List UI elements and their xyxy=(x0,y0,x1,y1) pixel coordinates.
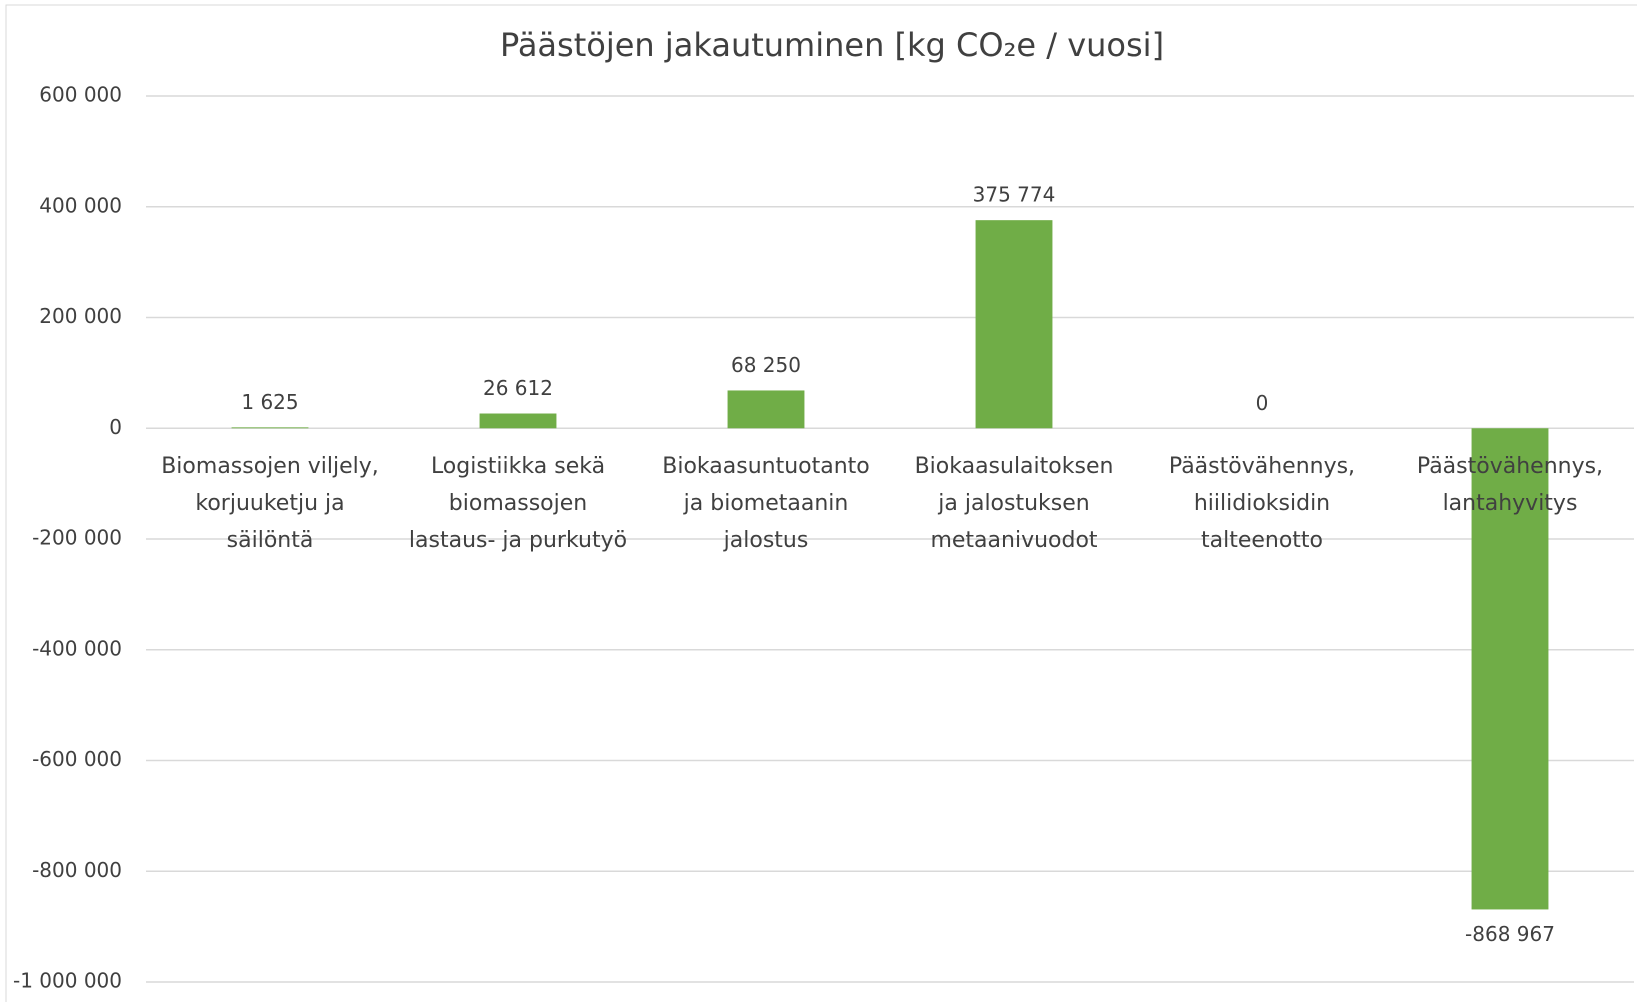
y-tick-label: 600 000 xyxy=(39,83,122,107)
x-tick-label-box: Biokaasulaitoksen ja jalostuksen metaani… xyxy=(914,454,1114,554)
data-label: 375 774 xyxy=(973,183,1056,207)
data-label: 26 612 xyxy=(483,376,553,400)
x-tick-label-box: Biomassojen viljely, korjuuketju ja säil… xyxy=(161,454,379,554)
chart-title: Päästöjen jakautuminen [kg CO₂e / vuosi] xyxy=(500,26,1164,64)
data-label: -868 967 xyxy=(1465,922,1555,946)
bar xyxy=(975,220,1053,429)
y-tick-label: 400 000 xyxy=(39,193,122,217)
x-tick-label: Biokaasulaitoksen ja jalostuksen metaani… xyxy=(914,454,1114,554)
y-tick-label: -600 000 xyxy=(32,747,122,771)
x-tick-label: Päästövähennys, lantahyvitys xyxy=(1416,454,1604,517)
x-tick-label-box: Päästövähennys, hiilidioksidin talteenot… xyxy=(1168,454,1356,554)
y-tick-label: -1 000 000 xyxy=(13,969,122,993)
bar xyxy=(479,413,557,429)
y-tick-label: 0 xyxy=(109,415,122,439)
data-label: 0 xyxy=(1256,391,1269,415)
x-tick-label: Logistiikka sekä biomassojen lastaus- ja… xyxy=(408,454,628,554)
x-tick-label-box: Biokaasuntuotanto ja biometaanin jalostu… xyxy=(662,454,870,554)
x-tick-label: Päästövähennys, hiilidioksidin talteenot… xyxy=(1168,454,1356,554)
x-tick-label-box: Päästövähennys, lantahyvitys xyxy=(1416,454,1604,517)
y-tick-label: -400 000 xyxy=(32,636,122,660)
y-tick-label: -200 000 xyxy=(32,526,122,550)
x-tick-label-box: Logistiikka sekä biomassojen lastaus- ja… xyxy=(408,454,628,554)
x-tick-label: Biokaasuntuotanto ja biometaanin jalostu… xyxy=(662,454,870,554)
x-tick-label: Biomassojen viljely, korjuuketju ja säil… xyxy=(161,454,379,554)
data-label: 68 250 xyxy=(731,353,801,377)
y-tick-label: -800 000 xyxy=(32,858,122,882)
chart-frame xyxy=(5,4,1637,1002)
bar xyxy=(231,427,309,429)
data-label: 1 625 xyxy=(241,390,298,414)
y-tick-label: 200 000 xyxy=(39,304,122,328)
bar xyxy=(727,390,805,429)
bar xyxy=(1471,428,1549,910)
